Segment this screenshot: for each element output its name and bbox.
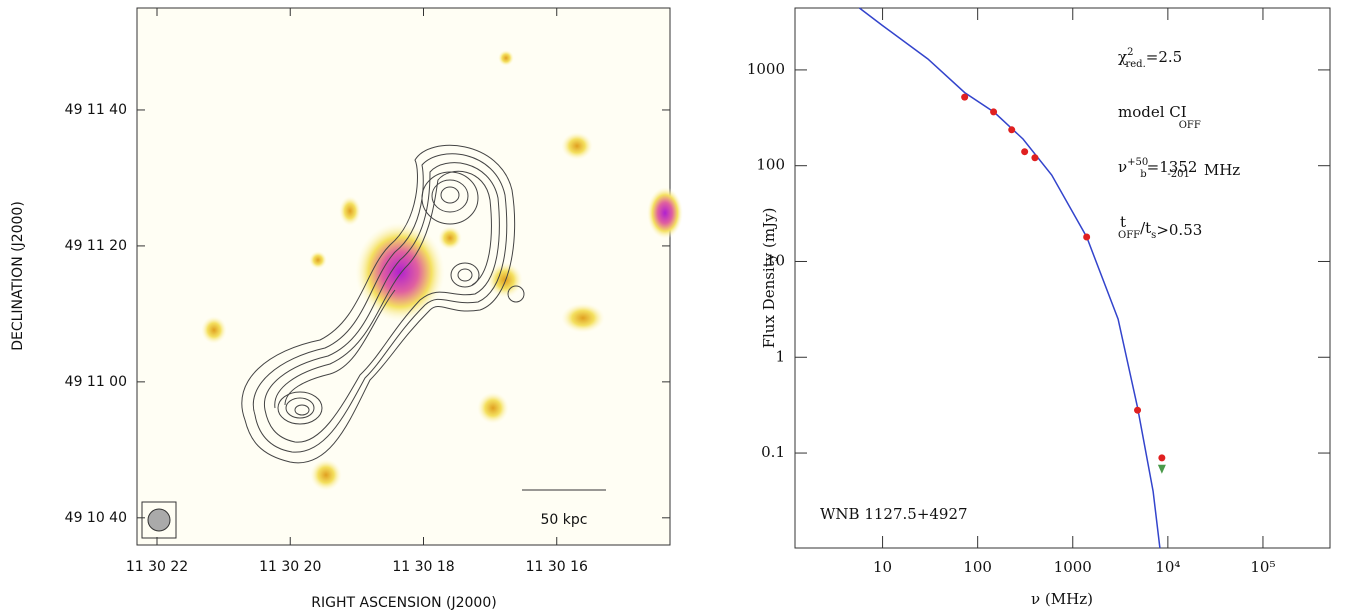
y-tick-label: 49 11 20 — [65, 238, 127, 254]
x-tick-label: 11 30 22 — [126, 559, 188, 575]
data-point — [1021, 148, 1029, 156]
annotation-part: 2 — [1127, 47, 1133, 58]
y-tick-label: 100 — [756, 156, 785, 174]
model-curve — [858, 7, 1161, 549]
x-tick-label: 10 — [873, 558, 892, 576]
plot-frame — [794, 7, 1331, 549]
annotation-part: >0.53 — [1156, 221, 1202, 239]
upper-limit — [1157, 464, 1166, 474]
x-axis-label: ν (MHz) — [1031, 590, 1093, 608]
annotation-part: OFF — [1179, 120, 1201, 131]
y-tick-label: 49 11 00 — [65, 374, 127, 390]
annotation-part: b — [1140, 169, 1146, 180]
beam — [147, 508, 171, 532]
y-axis-label: Flux Density (mJy) — [760, 208, 778, 349]
annotation-part: s — [1151, 230, 1156, 241]
x-tick-label: 11 30 16 — [526, 559, 588, 575]
annotation: t OFF/ts>0.53 — [1118, 213, 1202, 241]
y-tick-label: 49 10 40 — [65, 510, 127, 526]
data-point — [990, 108, 998, 116]
annotation-part: +50 — [1127, 157, 1148, 168]
y-tick-label: 49 11 40 — [65, 102, 127, 118]
annotation-part: /t — [1140, 219, 1151, 237]
annotation-part: red. — [1125, 59, 1145, 70]
x-tick-label: 10⁵ — [1250, 558, 1275, 576]
x-tick-label: 10⁴ — [1155, 558, 1180, 576]
radio-contours — [241, 144, 525, 464]
y-tick-label: 1 — [775, 347, 785, 365]
x-axis-label: RIGHT ASCENSION (J2000) — [311, 595, 496, 611]
spectrum-panel: ν (MHz) Flux Density (mJy) WNB 1127.5+49… — [760, 7, 1331, 608]
data-point — [1083, 233, 1091, 241]
data-point — [1134, 406, 1142, 414]
data-point — [1158, 454, 1166, 462]
y-tick-label: 0.1 — [761, 443, 785, 461]
x-tick-label: 11 30 18 — [392, 559, 454, 575]
annotation-part: =2.5 — [1146, 48, 1182, 66]
annotation: χ2 red.=2.5 — [1118, 47, 1182, 70]
x-tick-label: 100 — [963, 558, 992, 576]
annotation-part: t — [1120, 213, 1126, 231]
annotation: model CI OFF — [1118, 103, 1201, 131]
y-axis-label: DECLINATION (J2000) — [10, 201, 26, 351]
x-tick-label: 11 30 20 — [259, 559, 321, 575]
annotation: ν+50 b=1352-201 MHz — [1118, 157, 1240, 180]
scale-bar-label: 50 kpc — [541, 512, 588, 528]
annotation-part: model CI — [1118, 103, 1187, 121]
data-point — [961, 93, 969, 101]
y-tick-label: 1000 — [747, 60, 785, 78]
beam-box — [141, 501, 177, 539]
image-panel: 50 kpc RIGHT ASCENSION (J2000) DECLINATI… — [10, 7, 683, 611]
annotation-part: OFF — [1118, 230, 1140, 241]
annotation-part: χ — [1118, 48, 1127, 66]
x-tick-label: 1000 — [1054, 558, 1092, 576]
y-tick-label: 10 — [766, 251, 785, 269]
source-label: WNB 1127.5+4927 — [820, 505, 968, 523]
annotation-part: =1352 — [1147, 158, 1198, 176]
annotation-part: MHz — [1204, 161, 1240, 179]
annotation-part: ν — [1118, 158, 1127, 176]
data-point — [1008, 126, 1016, 134]
data-point — [1031, 154, 1039, 162]
annotation-part: -201 — [1167, 169, 1189, 180]
